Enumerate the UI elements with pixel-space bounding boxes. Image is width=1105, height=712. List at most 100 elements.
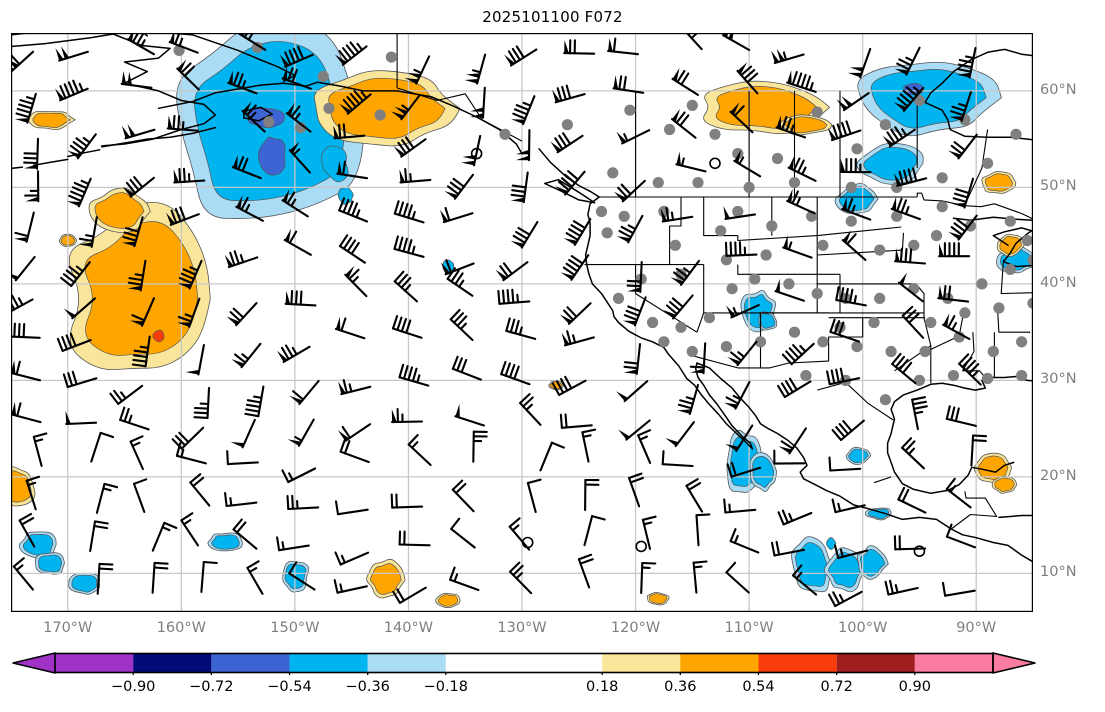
station-marker	[618, 210, 630, 222]
colorbar-tick-label: 0.72	[820, 679, 853, 695]
colorbar-segment[interactable]	[836, 653, 915, 673]
barb-full	[830, 369, 836, 385]
barb-flag	[775, 278, 780, 293]
barb-full	[68, 265, 81, 276]
wind-barb	[559, 302, 592, 325]
barb-full	[67, 372, 74, 387]
barb-full	[397, 236, 404, 252]
barb-full	[179, 206, 186, 221]
barb-full	[224, 492, 228, 508]
barb-full	[22, 323, 26, 339]
barb-flag	[462, 155, 477, 160]
barb-shaft	[288, 572, 316, 591]
barb-full	[235, 521, 247, 534]
colorbar-svg[interactable]	[0, 645, 1105, 678]
map-svg[interactable]	[11, 33, 1033, 612]
barb-full	[955, 188, 970, 195]
wind-barb	[583, 515, 606, 547]
wind-barb	[166, 206, 200, 226]
barb-half	[27, 481, 37, 487]
barb-full	[568, 258, 581, 269]
map-panel[interactable]	[11, 33, 1033, 612]
barb-full	[826, 370, 831, 386]
wind-barb	[901, 437, 925, 470]
barb-full	[170, 209, 178, 224]
barb-half	[795, 571, 803, 580]
station-marker	[607, 167, 619, 179]
barb-shaft	[639, 260, 643, 294]
barb-full	[629, 476, 644, 484]
barb-full	[178, 276, 193, 285]
colorbar-segment[interactable]	[367, 653, 446, 673]
barb-full	[577, 553, 593, 561]
barb-full	[679, 114, 690, 127]
wind-barb	[404, 55, 431, 85]
colorbar-segment[interactable]	[445, 653, 603, 673]
station-marker	[874, 292, 886, 304]
wind-barb	[244, 385, 265, 418]
barb-full	[792, 157, 801, 172]
barb-full	[564, 375, 573, 390]
wind-barb	[338, 379, 372, 396]
barb-full	[565, 262, 579, 273]
barb-full	[508, 363, 516, 379]
barb-full	[894, 355, 906, 368]
wind-barb	[663, 294, 694, 320]
barb-flag	[614, 191, 627, 202]
barb-full	[23, 156, 39, 160]
wind-barb	[626, 260, 643, 294]
lat-tick-label: 50°N	[1040, 178, 1077, 195]
wind-barb	[616, 129, 651, 145]
barb-shaft	[58, 50, 89, 62]
wind-barb	[449, 566, 480, 592]
barb-full	[398, 201, 405, 217]
barb-flag	[24, 164, 38, 169]
barb-full	[122, 235, 138, 242]
anomaly-patch	[337, 186, 354, 205]
lon-tick-label: 150°W	[270, 620, 320, 636]
barb-full	[193, 406, 209, 410]
barb-flag	[725, 444, 739, 451]
barb-half	[404, 284, 412, 292]
wind-barb	[122, 176, 155, 198]
wind-barb	[510, 171, 529, 204]
wind-barb	[129, 435, 144, 471]
barb-full	[912, 400, 927, 406]
wind-barb	[333, 123, 366, 140]
station-marker	[703, 312, 716, 324]
barb-full	[178, 168, 182, 184]
station-marker	[749, 273, 761, 285]
wind-barb	[180, 512, 200, 547]
colorbar-segment[interactable]	[289, 653, 368, 673]
barb-full	[511, 189, 527, 193]
barb-flag	[552, 89, 561, 103]
coastline	[584, 196, 670, 356]
barb-flag	[337, 160, 342, 175]
barb-full	[505, 317, 511, 332]
wind-barb	[827, 120, 862, 142]
barb-full	[743, 69, 756, 80]
administrative-border	[696, 312, 705, 333]
barb-flag	[185, 369, 200, 375]
barb-full	[281, 469, 290, 484]
colorbar-segment[interactable]	[211, 653, 290, 673]
barb-half	[411, 210, 416, 221]
map-frame-border	[11, 33, 1033, 612]
administrative-border	[962, 332, 986, 378]
barb-half	[253, 395, 263, 399]
barb-full	[957, 63, 973, 69]
barb-full	[342, 160, 347, 176]
colorbar-segment[interactable]	[914, 653, 993, 673]
colorbar-segment[interactable]	[602, 653, 681, 673]
colorbar-segment[interactable]	[680, 653, 759, 673]
barb-shaft	[415, 55, 431, 85]
colorbar-segment[interactable]	[133, 653, 212, 673]
barb-full	[617, 186, 629, 199]
colorbar-panel[interactable]	[0, 645, 1105, 712]
colorbar-segment[interactable]	[55, 653, 134, 673]
colorbar-segment[interactable]	[758, 653, 837, 673]
barb-full	[896, 62, 910, 71]
wind-barb	[407, 433, 432, 467]
barb-shaft	[450, 527, 476, 549]
barb-full	[133, 176, 144, 189]
